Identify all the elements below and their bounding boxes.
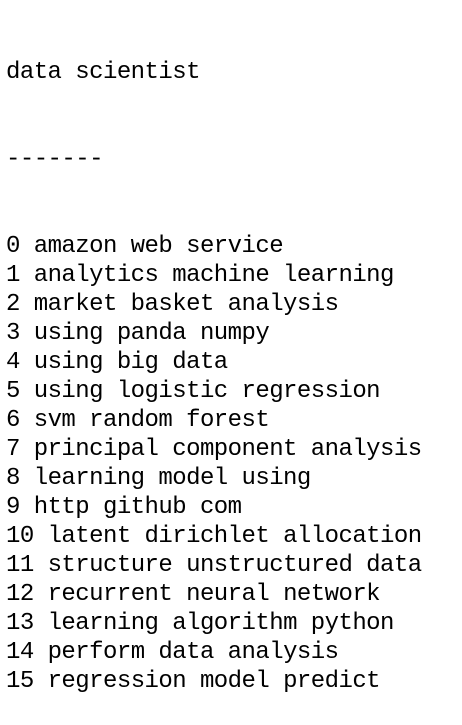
topic-list-item: 7 principal component analysis [6, 435, 462, 464]
topic-index: 7 [6, 436, 20, 463]
topic-index: 10 [6, 523, 34, 550]
topic-phrase: principal component analysis [33, 436, 422, 463]
topic-list-item: 14 perform data analysis [6, 638, 462, 667]
topic-phrase: perform data analysis [47, 639, 339, 666]
topic-index: 12 [6, 581, 34, 608]
topic-list-item: 0 amazon web service [6, 232, 462, 261]
topic-list-item: 8 learning model using [6, 464, 462, 493]
topic-list: 0 amazon web service 1 analytics machine le… [6, 232, 462, 696]
topic-index: 2 [6, 291, 20, 318]
topic-list-item: 9 http github com [6, 493, 462, 522]
topic-list-item: 1 analytics machine learning [6, 261, 462, 290]
topic-index: 14 [6, 639, 34, 666]
topic-phrase: regression model predict [47, 668, 381, 695]
topic-phrase: structure unstructured data [47, 552, 423, 579]
topic-index: 8 [6, 465, 20, 492]
topic-phrase: amazon web service [33, 233, 284, 260]
topic-phrase: using panda numpy [33, 320, 270, 347]
topic-phrase: market basket analysis [33, 291, 339, 318]
topic-list-item: 2 market basket analysis [6, 290, 462, 319]
topic-phrase: using big data [33, 349, 228, 376]
output-separator: ------- [6, 146, 104, 173]
topic-list-item: 15 regression model predict [6, 667, 462, 696]
topic-phrase: svm random forest [33, 407, 270, 434]
topic-list-item: 13 learning algorithm python [6, 609, 462, 638]
topic-index: 5 [6, 378, 20, 405]
topic-phrase: using logistic regression [33, 378, 381, 405]
topic-list-item: 11 structure unstructured data [6, 551, 462, 580]
topic-index: 6 [6, 407, 20, 434]
topic-phrase: http github com [33, 494, 242, 521]
console-output: data scientist ------- 0 amazon web servi… [6, 59, 423, 695]
topic-list-item: 5 using logistic regression [6, 377, 462, 406]
output-title: data scientist [6, 59, 200, 86]
topic-phrase: learning algorithm python [47, 610, 395, 637]
topic-list-item: 12 recurrent neural network [6, 580, 462, 609]
topic-list-item: 10 latent dirichlet allocation [6, 522, 462, 551]
topic-index: 4 [6, 349, 20, 376]
topic-index: 0 [6, 233, 20, 260]
topic-index: 11 [6, 552, 34, 579]
topic-phrase: analytics machine learning [33, 262, 395, 289]
topic-index: 9 [6, 494, 20, 521]
topic-list-item: 6 svm random forest [6, 406, 462, 435]
topic-list-item: 4 using big data [6, 348, 462, 377]
topic-index: 15 [6, 668, 34, 695]
topic-index: 1 [6, 262, 20, 289]
topic-list-item: 3 using panda numpy [6, 319, 462, 348]
topic-phrase: latent dirichlet allocation [47, 523, 423, 550]
topic-index: 3 [6, 320, 20, 347]
topic-phrase: recurrent neural network [47, 581, 381, 608]
topic-index: 13 [6, 610, 34, 637]
topic-phrase: learning model using [33, 465, 312, 492]
